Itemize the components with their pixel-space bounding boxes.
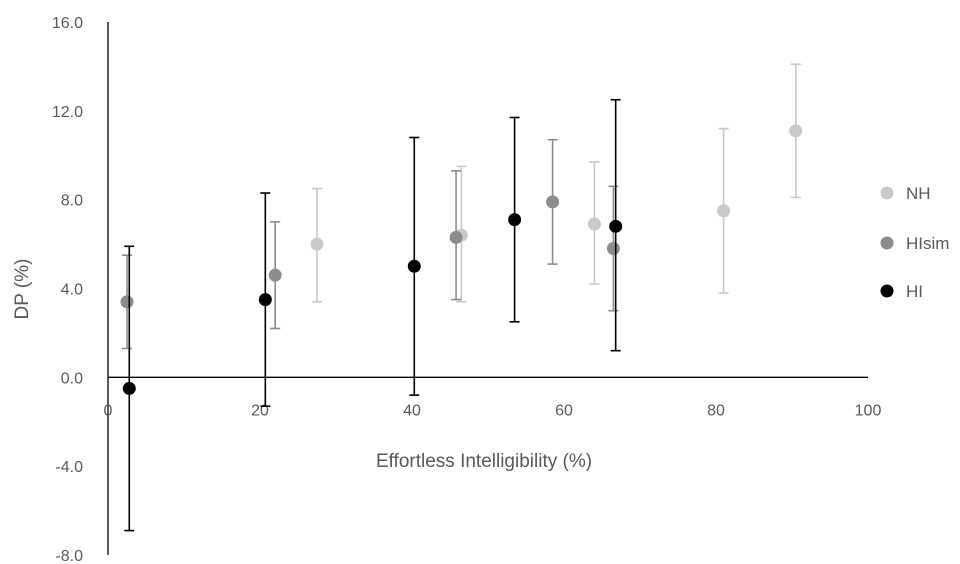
data-point bbox=[546, 195, 560, 209]
data-point bbox=[310, 237, 324, 251]
x-tick-label: 60 bbox=[555, 402, 573, 419]
x-tick-label: 80 bbox=[707, 402, 725, 419]
series-hi bbox=[122, 98, 623, 532]
legend-marker bbox=[880, 236, 894, 250]
axes bbox=[107, 22, 868, 555]
x-tick-label: 20 bbox=[251, 402, 269, 419]
data-point bbox=[258, 293, 272, 307]
y-tick-label: 8.0 bbox=[61, 193, 83, 210]
legend-marker bbox=[880, 186, 894, 200]
data-point bbox=[120, 295, 134, 309]
data-point bbox=[122, 381, 136, 395]
data-point bbox=[606, 242, 620, 256]
x-axis-title: Effortless Intelligibility (%) bbox=[376, 451, 592, 472]
y-tick-labels: -8.0 -4.0 0.0 4.0 8.0 12.0 16.0 bbox=[52, 15, 83, 564]
data-point bbox=[449, 230, 463, 244]
data-point bbox=[268, 268, 282, 282]
y-axis-title: DP (%) bbox=[12, 259, 33, 320]
data-point bbox=[609, 219, 623, 233]
legend: NH HIsim HI bbox=[880, 184, 949, 301]
data-point bbox=[789, 124, 803, 138]
x-tick-label: 40 bbox=[403, 402, 421, 419]
series-nh bbox=[310, 63, 803, 303]
y-tick-label: -4.0 bbox=[55, 459, 83, 476]
y-tick-label: 4.0 bbox=[61, 282, 83, 299]
y-tick-label: 12.0 bbox=[52, 104, 83, 121]
legend-label: NH bbox=[906, 184, 931, 203]
legend-label: HI bbox=[906, 282, 923, 301]
y-tick-label: 16.0 bbox=[52, 15, 83, 32]
x-tick-label: 100 bbox=[855, 402, 882, 419]
legend-item-nh: NH bbox=[880, 184, 931, 203]
legend-item-hi: HI bbox=[880, 282, 923, 301]
data-point bbox=[717, 204, 731, 218]
y-tick-label: 0.0 bbox=[61, 370, 83, 387]
data-series bbox=[120, 63, 803, 532]
y-tick-label: -8.0 bbox=[55, 548, 83, 564]
legend-label: HIsim bbox=[906, 234, 949, 253]
legend-item-hisim: HIsim bbox=[880, 234, 949, 253]
data-point bbox=[407, 259, 421, 273]
x-tick-labels: 0 20 40 60 80 100 bbox=[104, 402, 882, 419]
x-tick-label: 0 bbox=[104, 402, 113, 419]
data-point bbox=[508, 213, 522, 227]
data-point bbox=[587, 217, 601, 231]
series-hisim bbox=[120, 138, 620, 350]
legend-marker bbox=[880, 284, 894, 298]
